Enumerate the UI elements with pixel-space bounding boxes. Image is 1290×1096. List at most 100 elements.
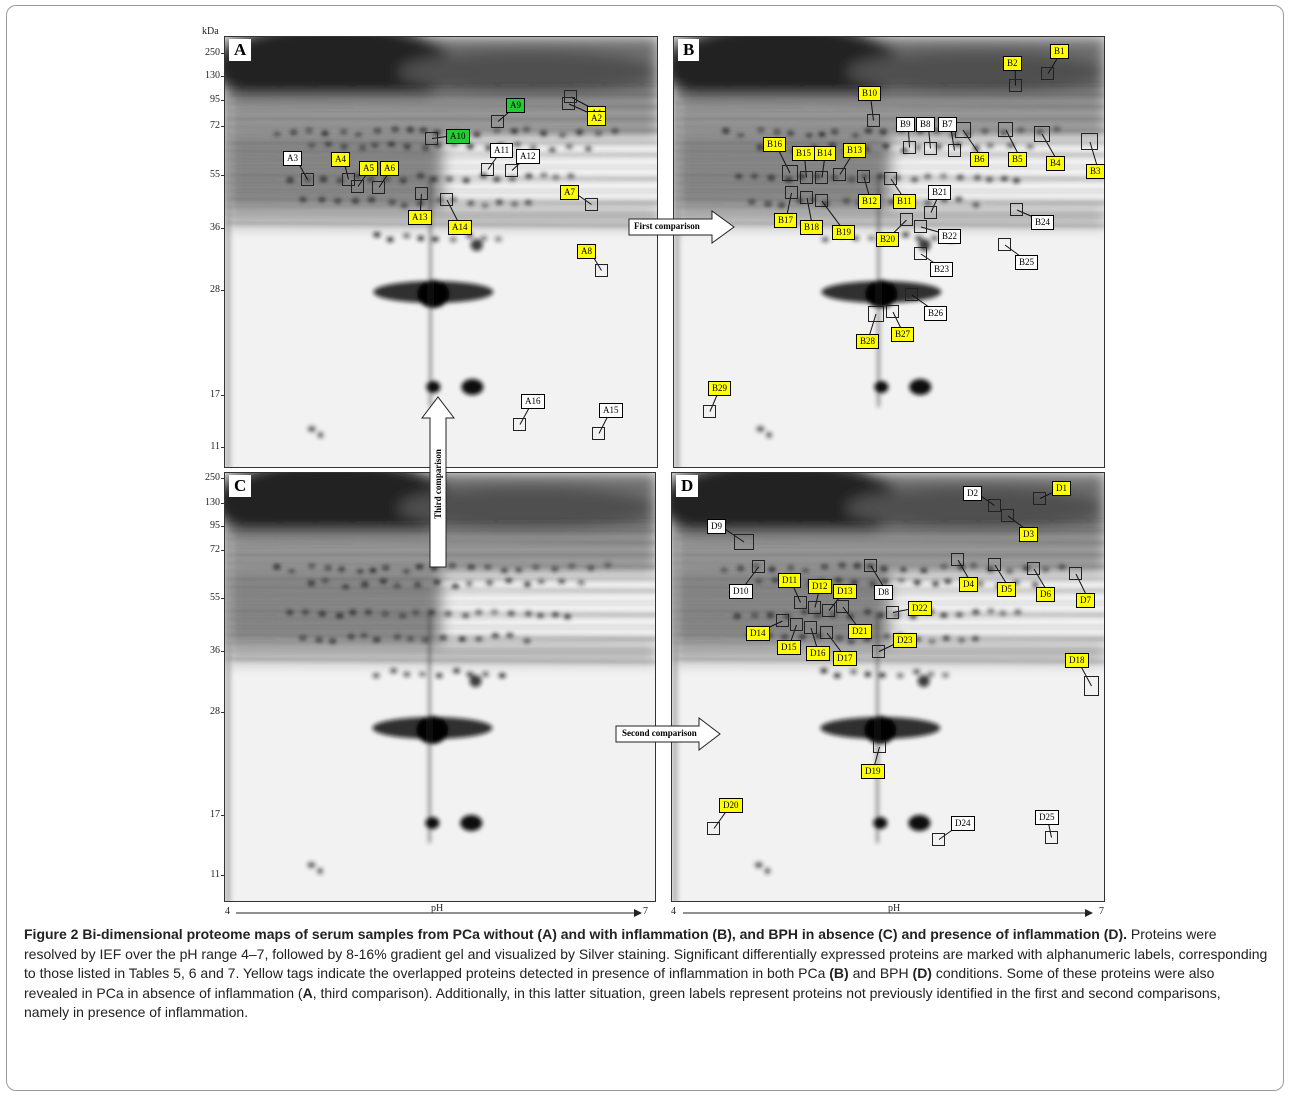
spot-box-b2	[1009, 79, 1022, 92]
spot-box-b10	[867, 114, 880, 127]
spot-box-b17	[785, 186, 798, 199]
mw-marker-bottom-28: 28	[210, 706, 220, 717]
mw-marker-bottom-55: 55	[210, 592, 220, 603]
mw-marker-bottom-72: 72	[210, 544, 220, 555]
spot-label-b1: B1	[1050, 44, 1069, 59]
spot-box-a5	[351, 180, 364, 193]
mw-tick	[221, 598, 225, 599]
spot-label-a2: A2	[587, 111, 606, 126]
caption-title: Figure 2 Bi-dimensional proteome maps of…	[24, 926, 1128, 942]
spot-label-d20: D20	[719, 798, 743, 813]
ph-axis-left-label: pH	[431, 903, 444, 914]
spot-box-a6	[372, 181, 385, 194]
spot-label-b13: B13	[843, 143, 867, 158]
spot-label-d2: D2	[963, 486, 982, 501]
spot-label-d13: D13	[833, 584, 857, 599]
spot-box-d18	[1084, 676, 1099, 696]
mw-tick	[221, 815, 225, 816]
spot-label-d6: D6	[1036, 587, 1055, 602]
spot-label-b16: B16	[763, 137, 787, 152]
spot-label-a6: A6	[380, 161, 399, 176]
mw-marker-bottom-17: 17	[210, 809, 220, 820]
mw-marker-top-55: 55	[210, 169, 220, 180]
caption-a-ref: A	[302, 984, 313, 1001]
figure-caption: Figure 2 Bi-dimensional proteome maps of…	[24, 925, 1269, 1023]
spot-label-a11: A11	[490, 143, 514, 158]
spot-label-d19: D19	[861, 764, 885, 779]
spot-box-d2	[988, 499, 1001, 512]
spot-label-b6: B6	[970, 152, 989, 167]
spot-label-d12: D12	[808, 579, 832, 594]
spot-box-a13	[415, 187, 428, 200]
caption-body-4: , third comparison). Additionally, in th…	[24, 984, 1221, 1021]
spot-box-b29	[703, 405, 716, 418]
mw-marker-top-28: 28	[210, 284, 220, 295]
spot-box-b9	[903, 141, 916, 154]
spot-box-b6	[955, 122, 971, 138]
spot-box-d12	[808, 601, 821, 614]
spot-label-d9: D9	[707, 519, 726, 534]
panel-letter-a: A	[229, 39, 252, 61]
spot-box-a14	[440, 193, 453, 206]
caption-b-ref: (B)	[829, 965, 849, 981]
spot-box-d7	[1069, 567, 1082, 580]
spot-label-d15: D15	[777, 640, 801, 655]
spot-box-a1	[564, 90, 577, 103]
spot-label-a3: A3	[283, 151, 302, 166]
mw-marker-bottom-95: 95	[210, 520, 220, 531]
ph-axis-left-min: 4	[225, 906, 230, 917]
spot-box-a2	[562, 97, 575, 110]
mw-marker-top-72: 72	[210, 120, 220, 131]
spot-label-a14: A14	[448, 220, 472, 235]
spot-box-b26	[905, 288, 918, 301]
mw-marker-top-250: 250	[205, 47, 220, 58]
spot-box-d25	[1045, 831, 1058, 844]
spot-box-b15	[800, 171, 813, 184]
spot-box-a16	[513, 418, 526, 431]
caption-d-ref: (D)	[912, 965, 932, 981]
spot-label-a7: A7	[560, 185, 579, 200]
spot-box-d21	[836, 600, 849, 613]
spot-box-a15	[592, 427, 605, 440]
spot-box-b28	[868, 306, 884, 322]
spot-box-d11	[794, 596, 807, 609]
caption-body-1: Proteins were resolved by IEF over the p…	[24, 926, 1268, 981]
gel-image-a	[225, 37, 657, 467]
spot-box-d4	[951, 553, 964, 566]
spot-label-d25: D25	[1035, 810, 1059, 825]
spot-box-b22	[914, 220, 927, 233]
spot-box-b11	[884, 172, 897, 185]
spot-box-d19	[873, 740, 886, 753]
spot-label-d14: D14	[746, 626, 770, 641]
gel-image-b	[674, 37, 1104, 467]
second-comparison-arrow	[615, 717, 721, 751]
mw-marker-top-95: 95	[210, 94, 220, 105]
spot-label-b3: B3	[1086, 164, 1105, 179]
spot-box-a3	[301, 173, 314, 186]
spot-box-b23	[914, 247, 927, 260]
spot-label-b23: B23	[930, 262, 954, 277]
third-comparison-label: Third comparison	[433, 449, 443, 519]
mw-marker-top-36: 36	[210, 222, 220, 233]
spot-box-b18	[800, 191, 813, 204]
spot-label-d17: D17	[833, 651, 857, 666]
caption-body-3: conditions. Some of these proteins were …	[24, 965, 1215, 1001]
spot-box-b21	[924, 206, 937, 219]
spot-box-a4	[342, 173, 355, 186]
spot-label-d5: D5	[997, 582, 1016, 597]
mw-marker-bottom-36: 36	[210, 645, 220, 656]
spot-box-a8	[595, 264, 608, 277]
spot-box-b19	[815, 194, 828, 207]
ph-axis-right-min: 4	[671, 906, 676, 917]
spot-label-d10: D10	[729, 584, 753, 599]
panel-letter-b: B	[678, 39, 700, 61]
figure-frame	[6, 5, 1284, 1091]
panel-letter-d: D	[676, 475, 699, 497]
mw-marker-bottom-250: 250	[205, 472, 220, 483]
spot-label-a8: A8	[577, 244, 596, 259]
spot-box-a12	[505, 164, 518, 177]
spot-label-b21: B21	[928, 185, 952, 200]
mw-tick	[221, 53, 225, 54]
spot-label-d22: D22	[908, 601, 932, 616]
ph-axis-left-max: 7	[643, 906, 648, 917]
